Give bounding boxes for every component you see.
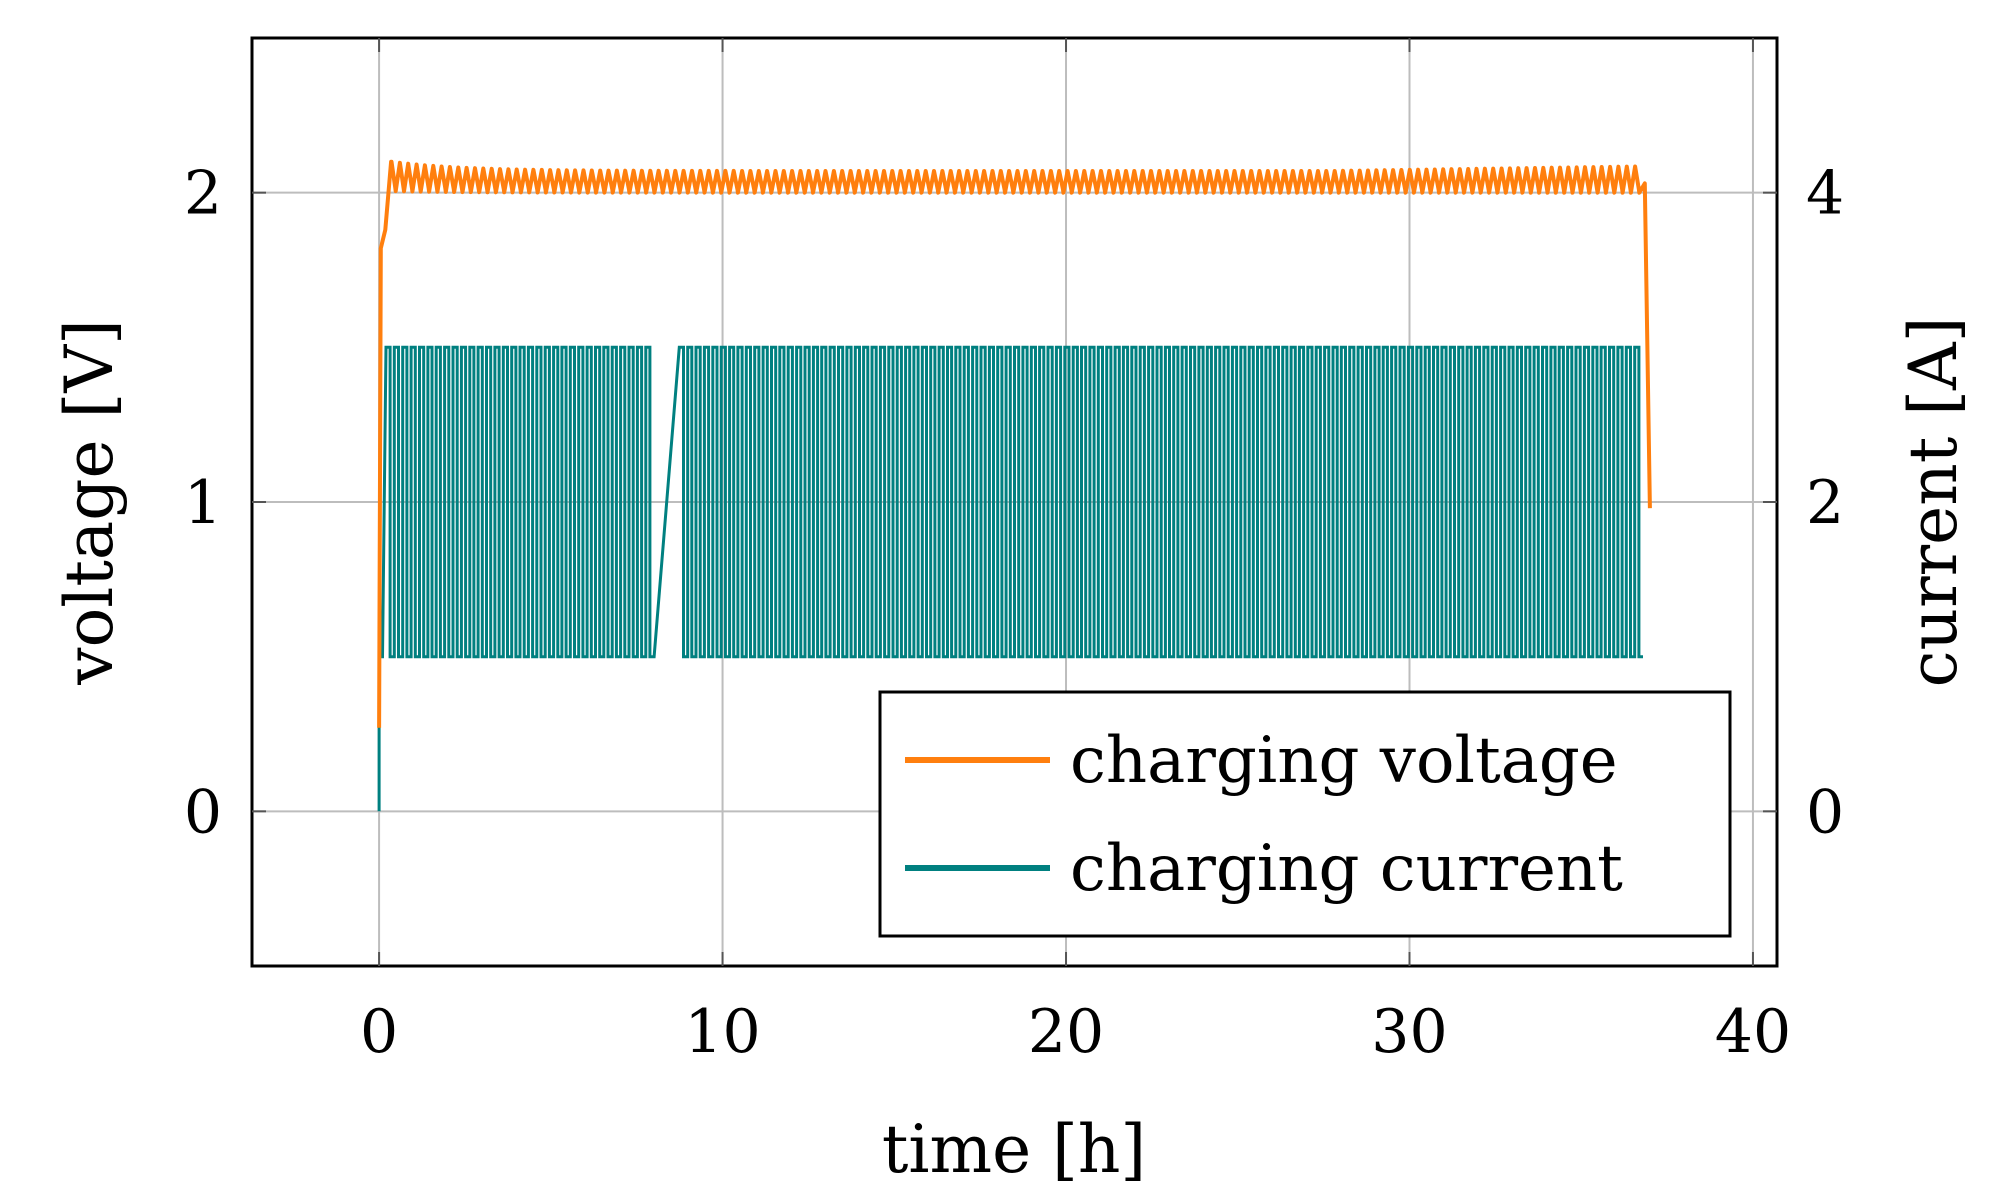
- y-axis-right-label: current [A]: [1895, 317, 1972, 688]
- legend-label-voltage: charging voltage: [1070, 724, 1618, 798]
- y-left-tick-label: 0: [184, 777, 222, 847]
- y-axis-left-label: voltage [V]: [51, 319, 128, 685]
- x-tick-label: 30: [1371, 997, 1447, 1067]
- x-tick-label: 20: [1028, 997, 1104, 1067]
- legend: charging voltage charging current: [878, 690, 1732, 938]
- line-charging-current: [377, 345, 1643, 812]
- legend-box: [878, 690, 1732, 938]
- tick-marks: [252, 38, 1777, 966]
- y-right-tick-label: 2: [1806, 468, 1844, 538]
- x-tick-label: 0: [360, 997, 398, 1067]
- line-charging-voltage: [377, 159, 1652, 728]
- y-right-tick-label: 4: [1806, 159, 1844, 229]
- x-tick-label: 10: [684, 997, 760, 1067]
- x-tick-label: 40: [1715, 997, 1791, 1067]
- x-axis-label: time [h]: [882, 1111, 1146, 1188]
- y-left-tick-label: 2: [184, 159, 222, 229]
- series-charging-voltage: [377, 159, 1652, 728]
- series-charging-current: [377, 345, 1643, 812]
- y-right-tick-label: 0: [1806, 777, 1844, 847]
- legend-label-current: charging current: [1070, 832, 1623, 906]
- y-left-tick-label: 1: [184, 468, 222, 538]
